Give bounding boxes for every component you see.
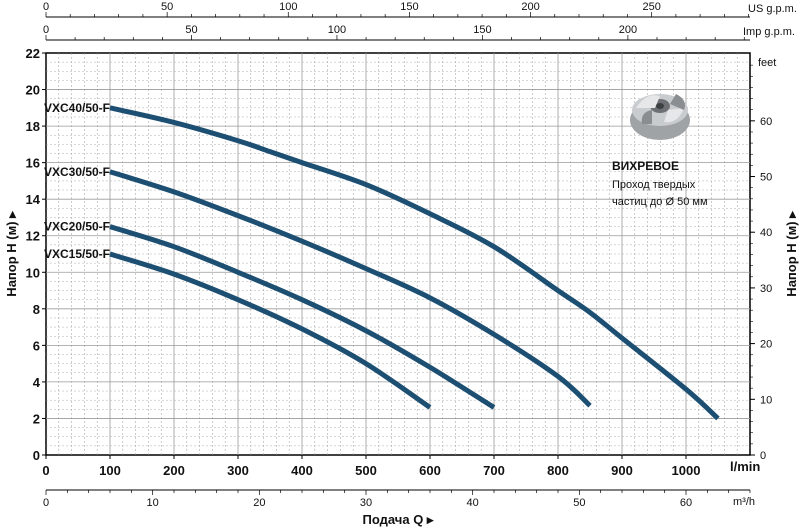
us-gpm-tick-label: 50 bbox=[161, 1, 173, 13]
y-tick-label: 20 bbox=[26, 83, 40, 98]
series-curve-VXC30/50-F bbox=[109, 169, 592, 408]
series-curve-VXC15/50-F bbox=[109, 251, 432, 410]
impeller-icon bbox=[630, 94, 690, 140]
series-curve-VXC40/50-F bbox=[109, 105, 720, 421]
m3h-tick-label: 20 bbox=[253, 497, 265, 509]
y-axis-title-right: Напор H (м) ▸ bbox=[784, 210, 799, 297]
feet-tick-label: 50 bbox=[760, 172, 772, 184]
x-tick-label: 500 bbox=[355, 463, 377, 478]
x-axis-bottom: 0 100 200 300 400 500 600 700 800 900 1000 l/min 0 10… bbox=[42, 455, 760, 527]
y-tick-label: 4 bbox=[33, 375, 41, 390]
m3h-tick-label: 0 bbox=[43, 497, 49, 509]
impeller-note: ВИХРЕВОЕ Проход твердых частиц до Ø 50 м… bbox=[612, 94, 708, 208]
x-unit-label: l/min bbox=[730, 459, 760, 474]
us-gpm-tick-label: 150 bbox=[400, 1, 418, 13]
x-tick-label: 700 bbox=[483, 463, 505, 478]
x-tick-label: 600 bbox=[419, 463, 441, 478]
series-label-VXC40/50-F: VXC40/50-F bbox=[44, 101, 110, 115]
y-axis-right-feet: 0 10 20 30 40 50 60 feet Напор H (м) ▸ bbox=[750, 57, 799, 462]
x-tick-label: 900 bbox=[611, 463, 633, 478]
us-gpm-tick-label: 100 bbox=[279, 1, 297, 13]
y-tick-label: 10 bbox=[26, 265, 40, 280]
feet-tick-label: 40 bbox=[760, 227, 772, 239]
series-label-VXC20/50-F: VXC20/50-F bbox=[44, 220, 110, 234]
imp-gpm-tick-label: 0 bbox=[43, 24, 49, 36]
y-tick-label: 18 bbox=[26, 119, 40, 134]
x-tick-label: 800 bbox=[547, 463, 569, 478]
imp-gpm-tick-label: 200 bbox=[619, 24, 637, 36]
us-gpm-unit-label: US g.p.m. bbox=[748, 3, 797, 15]
feet-tick-label: 0 bbox=[760, 450, 766, 462]
x-tick-label: 100 bbox=[99, 463, 121, 478]
x-tick-label: 0 bbox=[42, 463, 49, 478]
series-labels: VXC40/50-F VXC30/50-F VXC20/50-F VXC15/50-F bbox=[44, 101, 110, 261]
series-curves bbox=[109, 105, 720, 421]
us-gpm-tick-label: 200 bbox=[521, 1, 539, 13]
us-gpm-tick-label: 250 bbox=[642, 1, 660, 13]
y-tick-label: 16 bbox=[26, 156, 40, 171]
feet-tick-label: 60 bbox=[760, 116, 772, 128]
m3h-unit-label: m³/h bbox=[733, 496, 755, 508]
m3h-tick-label: 60 bbox=[680, 497, 692, 509]
y-tick-label: 0 bbox=[33, 448, 40, 463]
m3h-tick-label: 40 bbox=[467, 497, 479, 509]
m3h-tick-label: 30 bbox=[360, 497, 372, 509]
series-label-VXC30/50-F: VXC30/50-F bbox=[44, 165, 110, 179]
y-tick-label: 8 bbox=[33, 302, 40, 317]
series-label-VXC15/50-F: VXC15/50-F bbox=[44, 247, 110, 261]
feet-tick-label: 20 bbox=[760, 339, 772, 351]
y-tick-label: 22 bbox=[26, 46, 40, 61]
m3h-tick-label: 10 bbox=[147, 497, 159, 509]
imp-gpm-tick-label: 100 bbox=[328, 24, 346, 36]
us-gpm-tick-label: 0 bbox=[43, 1, 49, 13]
y-tick-label: 6 bbox=[33, 338, 40, 353]
y-tick-label: 12 bbox=[26, 229, 40, 244]
y-tick-label: 14 bbox=[26, 192, 41, 207]
series-curve-VXC20/50-F bbox=[109, 224, 496, 410]
y-axis-title-left: Напор H (м) ▸ bbox=[4, 210, 19, 297]
x-axis-title: Подача Q ▸ bbox=[363, 512, 435, 527]
m3h-tick-label: 50 bbox=[573, 497, 585, 509]
feet-unit-label: feet bbox=[758, 57, 776, 69]
y-tick-label: 2 bbox=[33, 411, 40, 426]
x-tick-label: 400 bbox=[291, 463, 313, 478]
note-line-1: Проход твердых bbox=[612, 179, 696, 191]
top-axes: 0 50 100 150 200 250 US g.p.m. 0 50 100 150 200 Imp … bbox=[43, 1, 797, 41]
note-line-2: частиц до Ø 50 мм bbox=[612, 196, 708, 208]
x-tick-label: 300 bbox=[227, 463, 249, 478]
x-tick-label: 200 bbox=[163, 463, 185, 478]
y-axis-left: 0 2 4 6 8 10 12 14 16 18 20 22 Напор H (м) ▸ bbox=[4, 46, 46, 463]
note-title: ВИХРЕВОЕ bbox=[612, 159, 679, 173]
x-tick-label: 1000 bbox=[672, 463, 701, 478]
feet-tick-label: 30 bbox=[760, 283, 772, 295]
imp-gpm-unit-label: Imp g.p.m. bbox=[743, 26, 795, 38]
feet-tick-label: 10 bbox=[760, 394, 772, 406]
imp-gpm-tick-label: 50 bbox=[185, 24, 197, 36]
imp-gpm-tick-label: 150 bbox=[473, 24, 491, 36]
